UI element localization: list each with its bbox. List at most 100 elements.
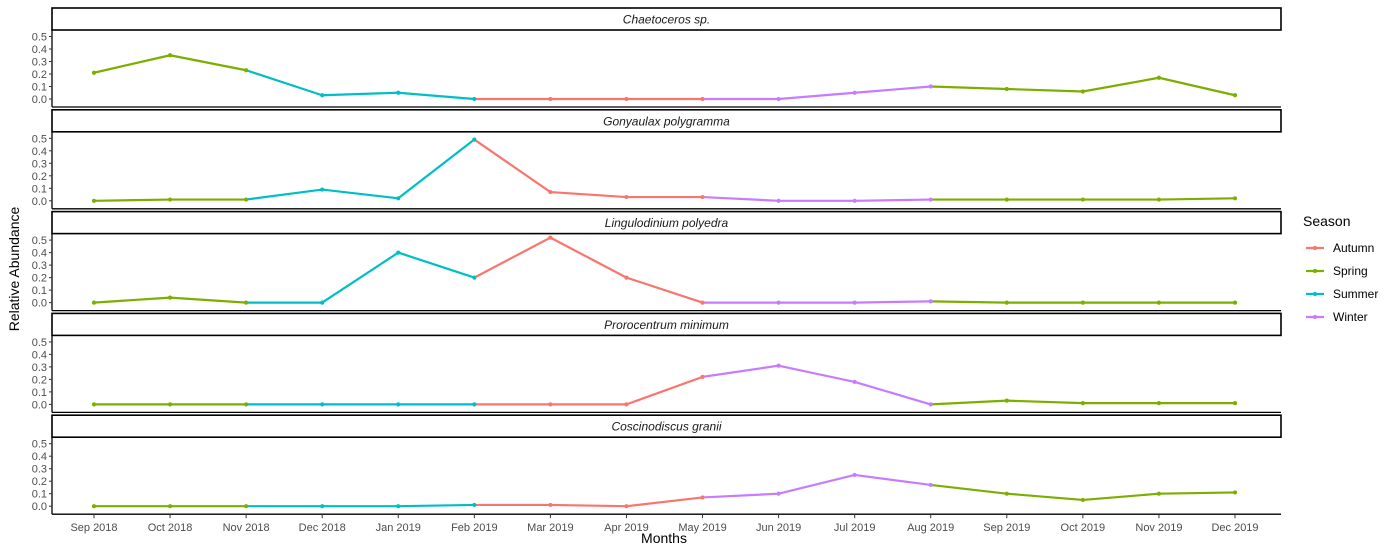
data-point: [1232, 300, 1238, 305]
data-point: [320, 93, 325, 98]
y-tick-label: 0.5: [32, 32, 47, 44]
data-point: [320, 300, 325, 305]
series-segment: [929, 300, 1008, 304]
y-tick-label: 0.2: [32, 476, 47, 488]
series-segment: [853, 380, 932, 406]
data-point: [776, 96, 781, 102]
series-segment: [777, 91, 856, 101]
series-segment: [245, 188, 324, 201]
panel-0: Chaetoceros sp. 0.00.10.20.30.40.5: [32, 7, 1282, 108]
data-point: [548, 502, 553, 508]
data-point: [1080, 401, 1085, 406]
series-segment: [1005, 399, 1084, 405]
data-point: [548, 235, 553, 240]
x-tick-label: Sep 2019: [983, 522, 1030, 534]
y-tick-label: 0.0: [32, 298, 47, 310]
facet-title: Prorocentrum minimum: [604, 318, 729, 332]
series-segment: [92, 198, 172, 202]
y-tick-label: 0.1: [32, 82, 47, 94]
x-tick-label: Mar 2019: [527, 522, 573, 534]
y-tick-label: 0.0: [32, 94, 47, 106]
series-segment: [929, 85, 1008, 91]
legend-swatch-point: [1312, 291, 1318, 297]
data-point: [472, 96, 477, 102]
series-segment: [701, 364, 780, 378]
y-tick-label: 0.5: [32, 337, 47, 349]
series-segment: [777, 473, 856, 495]
y-tick-label: 0.1: [32, 183, 47, 195]
data-point: [1232, 93, 1238, 98]
series-segment: [625, 496, 704, 508]
x-axis: Sep 2018 Oct 2018 Nov 2018 Dec 2018 Jan 2019…: [70, 514, 1259, 534]
legend-label: Summer: [1333, 287, 1378, 301]
data-point: [548, 96, 553, 102]
data-point: [1080, 197, 1085, 202]
data-point: [167, 53, 173, 58]
y-tick-label: 0.2: [32, 273, 47, 285]
data-point: [1156, 300, 1162, 305]
y-tick-label: 0.4: [32, 349, 47, 361]
y-tick-label: 0.5: [32, 439, 47, 451]
data-point: [320, 187, 325, 192]
legend-swatch-point: [1312, 268, 1318, 274]
series-segment: [1005, 492, 1084, 502]
legend: Season Autumn Spring Summer Winter: [1303, 213, 1378, 324]
series-segment: [853, 85, 932, 94]
series-segment: [1157, 197, 1237, 201]
series-segment: [92, 54, 172, 74]
panel-1: Gonyaulax polygramma 0.00.10.20.30.40.5: [32, 109, 1282, 210]
data-point: [244, 504, 249, 509]
data-point: [91, 198, 97, 203]
x-tick-label: Dec 2018: [299, 522, 346, 534]
data-point: [700, 194, 705, 200]
series-segment: [397, 138, 476, 200]
panel-3: Prorocentrum minimum 0.00.10.20.30.40.5: [32, 312, 1282, 414]
legend-title: Season: [1303, 213, 1350, 229]
y-axis-title: Relative Abundance: [6, 207, 22, 332]
data-point: [167, 402, 173, 407]
panels-layer: Chaetoceros sp.0.00.10.20.30.40.5Gonyaul…: [32, 7, 1282, 515]
data-point: [548, 189, 553, 195]
x-tick-label: May 2019: [678, 522, 726, 534]
data-point: [852, 198, 857, 203]
series-segment: [1157, 491, 1237, 495]
y-tick-label: 0.0: [32, 501, 47, 513]
x-tick-label: Oct 2019: [1061, 522, 1106, 534]
data-point: [776, 300, 781, 305]
legend-swatch-point: [1312, 314, 1318, 320]
x-tick-label: Dec 2019: [1211, 522, 1258, 534]
data-point: [91, 402, 97, 407]
data-point: [928, 299, 933, 304]
data-point: [928, 482, 933, 488]
data-point: [1004, 197, 1009, 202]
series-segment: [245, 69, 324, 97]
series-segment: [625, 276, 704, 304]
data-point: [928, 197, 933, 202]
facet-strip: [51, 312, 1282, 337]
series-segment: [1081, 76, 1161, 93]
x-tick-label: Apr 2019: [604, 522, 649, 534]
x-tick-label: Oct 2018: [148, 522, 193, 534]
series-segment: [929, 399, 1008, 406]
data-point: [91, 300, 97, 305]
series-segment: [853, 473, 932, 487]
facet-strip: [51, 414, 1282, 439]
data-point: [852, 472, 857, 478]
data-point: [624, 402, 629, 407]
series-segment: [1157, 76, 1237, 97]
series-segment: [549, 190, 628, 199]
data-point: [1080, 497, 1085, 503]
series-segment: [1081, 492, 1161, 502]
data-point: [624, 504, 629, 509]
data-point: [776, 363, 781, 368]
data-point: [396, 504, 401, 509]
data-point: [852, 90, 857, 95]
data-point: [472, 137, 477, 142]
facet-title: Gonyaulax polygramma: [603, 114, 730, 128]
y-tick-label: 0.1: [32, 489, 47, 501]
data-point: [396, 196, 401, 201]
data-point: [1156, 197, 1162, 202]
data-point: [167, 504, 173, 509]
x-axis-title: Months: [641, 530, 687, 546]
series-segment: [321, 251, 400, 304]
